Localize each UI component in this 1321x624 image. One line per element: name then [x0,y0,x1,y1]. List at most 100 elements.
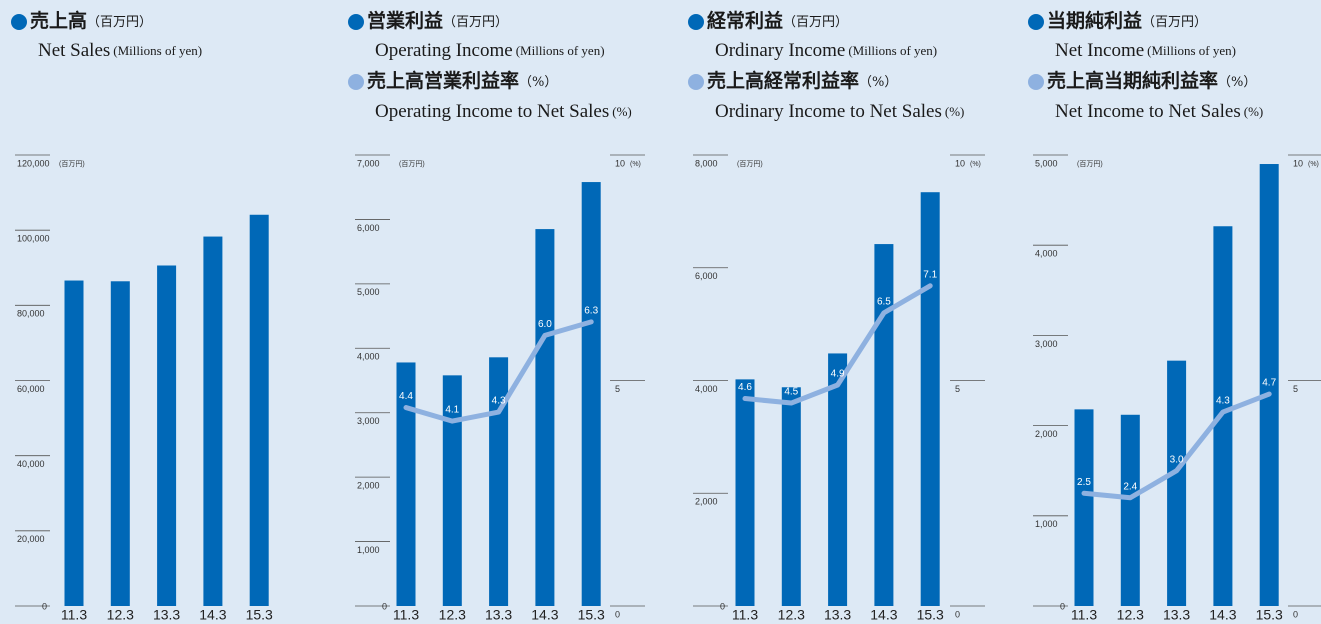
x-tick-label: 15.3 [246,607,273,623]
legend-unit: （百万円） [443,15,508,30]
y-unit: (百万円) [737,160,763,168]
legend-title: 売上高営業利益率（%） [367,69,557,92]
legend-unit: （百万円） [783,15,848,30]
legend-unit-en: (%) [945,104,965,119]
legend-bullet [348,74,364,90]
y-unit: (百万円) [59,160,85,168]
value-label: 6.0 [538,319,552,330]
x-tick-label: 11.3 [393,607,419,623]
bar [581,182,601,606]
y-tick-label: 5,000 [357,287,380,297]
legend-unit-en: (Millions of yen) [113,43,202,58]
bar [920,192,940,606]
y-tick-label: 40,000 [17,459,45,469]
value-label: 2.5 [1077,477,1091,488]
bar [157,265,177,606]
legend-name-en: Net Income [1055,40,1144,61]
legend-bullet [1028,74,1044,90]
legend-name-en: Operating Income [375,40,513,61]
y-tick-label: 3,000 [357,416,380,426]
legend-unit-en: (%) [1244,104,1264,119]
value-label: 4.9 [831,369,845,380]
bar [489,357,509,606]
value-label: 4.5 [784,387,798,398]
bar [828,353,848,606]
bar [781,387,801,606]
legend-title: 営業利益（百万円） [367,9,508,32]
value-label: 4.7 [1262,378,1276,389]
legend-unit: （百万円） [1142,15,1207,30]
legend-title-en: Operating Income (Millions of yen) [375,40,605,61]
y2-tick-label: 10 [955,158,965,168]
y2-tick-label: 5 [615,384,620,394]
legend-title-en: Net Income (Millions of yen) [1055,40,1236,61]
legend-name-en: Operating Income to Net Sales [375,101,609,122]
legend-name-en: Net Sales [38,40,110,61]
y-tick-label: 4,000 [695,384,718,394]
bar [1074,409,1094,606]
x-tick-label: 11.3 [732,607,758,623]
y-tick-label: 1,000 [357,545,380,555]
y-tick-label: 8,000 [695,158,718,168]
bar [1213,226,1233,606]
y2-unit: (%) [970,161,981,168]
legend-unit: （%） [859,75,897,90]
y-tick-label: 3,000 [1035,339,1058,349]
x-tick-label: 15.3 [578,607,605,623]
legend-name-en: Net Income to Net Sales [1055,101,1241,122]
y-unit: (百万円) [399,160,425,168]
legend-title: 売上高当期純利益率（%） [1047,69,1256,92]
x-tick-label: 12.3 [107,607,134,623]
y-tick-label: 2,000 [1035,429,1058,439]
y-tick-label: 0 [720,601,725,611]
legend-bullet [348,14,364,30]
value-label: 4.4 [399,391,413,402]
y-tick-label: 1,000 [1035,519,1058,529]
legend-name: 売上高経常利益率 [707,69,859,92]
ratio-line [1081,391,1272,501]
x-tick-label: 11.3 [1071,607,1097,623]
y-tick-label: 0 [1060,601,1065,611]
y2-tick-label: 10 [615,158,625,168]
bar [1259,164,1279,606]
legend-unit-en: (Millions of yen) [516,43,605,58]
value-label: 7.1 [923,269,937,280]
value-label: 4.6 [738,382,752,393]
legend-name: 当期純利益 [1047,9,1142,32]
x-tick-label: 12.3 [778,607,805,623]
legend-unit-en: (%) [612,104,632,119]
legend-name-en: Ordinary Income [715,40,845,61]
y2-tick-label: 5 [955,384,960,394]
x-tick-label: 14.3 [199,607,226,623]
legend-bullet [688,74,704,90]
x-tick-label: 13.3 [824,607,851,623]
legend-title: 売上高経常利益率（%） [707,69,897,92]
legend-bullet [1028,14,1044,30]
y-tick-label: 0 [382,601,387,611]
x-tick-label: 13.3 [1163,607,1190,623]
x-tick-label: 15.3 [1256,607,1283,623]
legend-bullet [11,14,27,30]
x-tick-label: 14.3 [870,607,897,623]
bar [249,214,269,606]
legend-unit-en: (Millions of yen) [848,43,937,58]
y-tick-label: 6,000 [695,271,718,281]
legend-name: 売上高 [30,9,87,32]
x-tick-label: 11.3 [61,607,87,623]
y2-unit: (%) [630,161,641,168]
value-label: 6.5 [877,296,891,307]
legend-bullet [688,14,704,30]
x-tick-label: 13.3 [485,607,512,623]
bar [442,375,462,606]
x-tick-label: 14.3 [1209,607,1236,623]
bar [1167,360,1187,606]
y-tick-label: 4,000 [1035,249,1058,259]
y-tick-label: 2,000 [357,481,380,491]
y2-tick-label: 0 [1293,609,1298,619]
bar [110,281,130,606]
y-tick-label: 100,000 [17,234,50,244]
bar [535,229,555,607]
y2-tick-label: 10 [1293,158,1303,168]
legend-title-en: Ordinary Income to Net Sales (%) [715,101,964,122]
